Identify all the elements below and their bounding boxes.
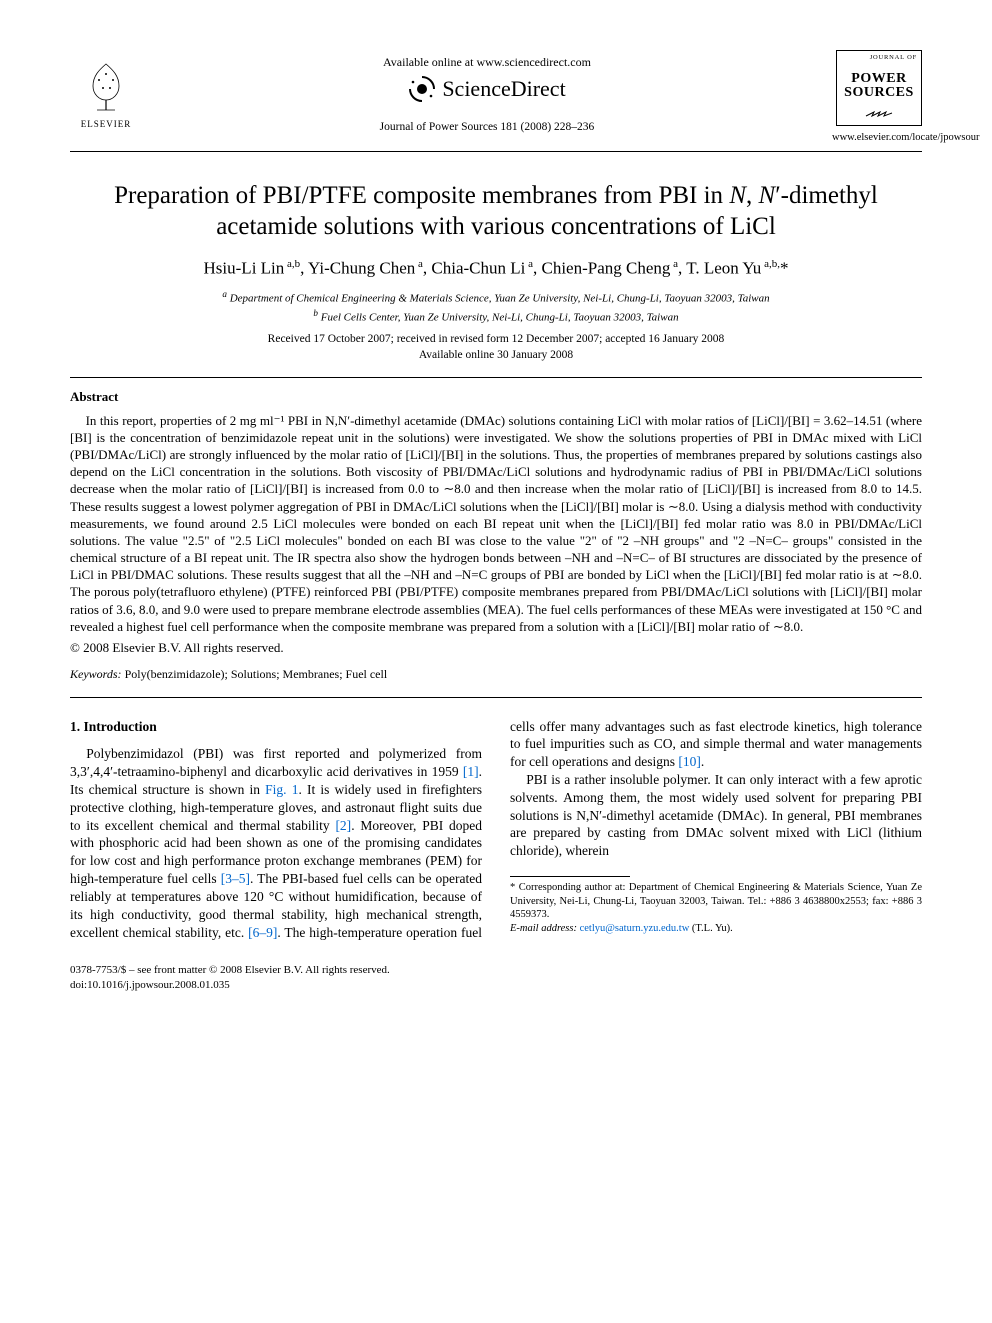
intro-para-2: PBI is a rather insoluble polymer. It ca… <box>510 771 922 860</box>
body-columns: 1. Introduction Polybenzimidazol (PBI) w… <box>70 718 922 942</box>
journal-logo-w1: POWER <box>844 72 914 86</box>
article-dates: Received 17 October 2007; received in re… <box>70 332 922 363</box>
authors-line: Hsiu-Li Lin a,b, Yi-Chung Chen a, Chia-C… <box>70 257 922 281</box>
sciencedirect-text: ScienceDirect <box>442 74 565 104</box>
elsevier-tree-icon <box>79 58 133 116</box>
corr-author-text: * Corresponding author at: Department of… <box>510 881 922 922</box>
ref-link-2[interactable]: [2] <box>335 818 351 833</box>
journal-url: www.elsevier.com/locate/jpowsour <box>832 131 922 145</box>
available-online-text: Available online at www.sciencedirect.co… <box>142 54 832 70</box>
abstract-copyright: © 2008 Elsevier B.V. All rights reserved… <box>70 639 922 657</box>
center-header: Available online at www.sciencedirect.co… <box>142 50 832 135</box>
footer-doi: doi:10.1016/j.jpowsour.2008.01.035 <box>70 978 922 992</box>
email-label: E-mail address: <box>510 923 577 934</box>
journal-logo-top: JOURNAL OF <box>841 54 917 61</box>
abstract-text: In this report, properties of 2 mg ml⁻¹ … <box>70 412 922 635</box>
ref-link-1[interactable]: [1] <box>463 764 479 779</box>
dates-online: Available online 30 January 2008 <box>70 348 922 364</box>
section-1-heading: 1. Introduction <box>70 718 482 736</box>
elsevier-label: ELSEVIER <box>81 118 132 130</box>
abstract-body: In this report, properties of 2 mg ml⁻¹ … <box>70 412 922 635</box>
affiliation-a: a Department of Chemical Engineering & M… <box>70 288 922 307</box>
ref-link-6-9[interactable]: [6–9] <box>248 925 277 940</box>
journal-logo-main: POWER SOURCES <box>844 72 914 100</box>
footnote-rule <box>510 876 630 877</box>
keywords-line: Keywords: Poly(benzimidazole); Solutions… <box>70 666 922 682</box>
keywords-label: Keywords: <box>70 667 122 681</box>
ref-link-10[interactable]: [10] <box>678 754 701 769</box>
affiliation-b: b Fuel Cells Center, Yuan Ze University,… <box>70 307 922 326</box>
abstract-heading: Abstract <box>70 388 922 406</box>
article-title: Preparation of PBI/PTFE composite membra… <box>110 180 882 243</box>
journal-logo-box: JOURNAL OF POWER SOURCES <box>836 50 922 126</box>
corresponding-footnote: * Corresponding author at: Department of… <box>510 881 922 936</box>
journal-lightning-icon <box>864 110 894 122</box>
fig-link-1[interactable]: Fig. 1 <box>265 782 298 797</box>
corr-email-line: E-mail address: cetlyu@saturn.yzu.edu.tw… <box>510 922 922 936</box>
sciencedirect-logo: ScienceDirect <box>408 74 565 104</box>
ref-link-3-5[interactable]: [3–5] <box>221 871 250 886</box>
keywords-text: Poly(benzimidazole); Solutions; Membrane… <box>125 667 388 681</box>
footer-issn: 0378-7753/$ – see front matter © 2008 El… <box>70 963 922 977</box>
journal-logo-w2: SOURCES <box>844 86 914 100</box>
email-suffix: (T.L. Yu). <box>692 923 733 934</box>
abstract-bottom-rule <box>70 697 922 698</box>
elsevier-logo: ELSEVIER <box>70 50 142 130</box>
page-footer: 0378-7753/$ – see front matter © 2008 El… <box>70 963 922 992</box>
abstract-top-rule <box>70 377 922 378</box>
email-link[interactable]: cetlyu@saturn.yzu.edu.tw <box>580 923 690 934</box>
journal-reference: Journal of Power Sources 181 (2008) 228–… <box>142 120 832 136</box>
dates-received: Received 17 October 2007; received in re… <box>70 332 922 348</box>
header-rule <box>70 151 922 152</box>
page-header: ELSEVIER Available online at www.science… <box>70 50 922 145</box>
journal-logo-block: JOURNAL OF POWER SOURCES www.elsevier.co… <box>832 50 922 145</box>
sciencedirect-icon <box>408 75 436 103</box>
